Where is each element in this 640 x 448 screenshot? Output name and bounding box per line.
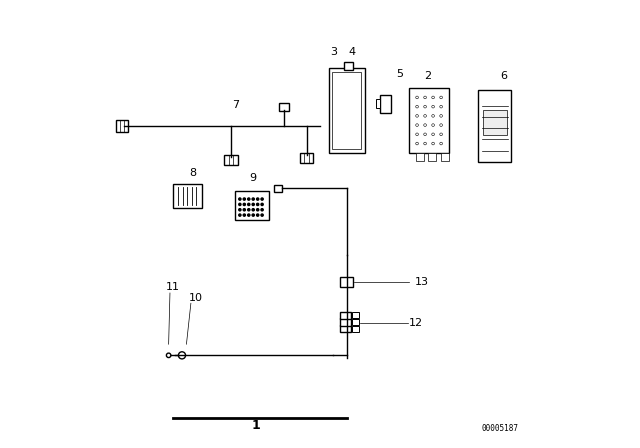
Text: 5: 5: [396, 69, 403, 79]
Bar: [340, 312, 351, 319]
Circle shape: [239, 203, 241, 206]
Text: 8: 8: [189, 168, 196, 178]
Bar: [416, 153, 424, 161]
Circle shape: [257, 209, 259, 211]
Bar: [344, 62, 353, 70]
Bar: [236, 190, 269, 220]
Circle shape: [252, 209, 254, 211]
Circle shape: [243, 209, 245, 211]
Circle shape: [252, 214, 254, 216]
Bar: [376, 99, 380, 108]
Circle shape: [257, 214, 259, 216]
Circle shape: [261, 198, 263, 200]
Circle shape: [257, 203, 259, 206]
Bar: [409, 88, 449, 153]
Bar: [352, 312, 359, 319]
Bar: [329, 68, 365, 153]
Circle shape: [248, 209, 250, 211]
Circle shape: [261, 209, 263, 211]
Text: 4: 4: [349, 47, 356, 57]
Bar: [483, 111, 507, 135]
Circle shape: [243, 214, 245, 216]
Text: 6: 6: [500, 71, 507, 81]
Text: 2: 2: [424, 71, 431, 81]
Text: 9: 9: [250, 173, 257, 183]
Bar: [352, 319, 359, 325]
Bar: [340, 325, 351, 332]
Circle shape: [243, 198, 245, 200]
Text: 1: 1: [251, 419, 260, 432]
Bar: [478, 90, 511, 162]
Circle shape: [261, 203, 263, 206]
Text: 7: 7: [232, 100, 239, 110]
Circle shape: [248, 203, 250, 206]
Circle shape: [243, 203, 245, 206]
Text: 13: 13: [415, 277, 429, 287]
Bar: [332, 72, 361, 149]
Bar: [116, 121, 128, 132]
Circle shape: [257, 198, 259, 200]
Circle shape: [248, 198, 250, 200]
Circle shape: [252, 198, 254, 200]
Bar: [441, 153, 449, 161]
Bar: [380, 95, 391, 113]
Circle shape: [239, 198, 241, 200]
Circle shape: [261, 214, 263, 216]
Text: 11: 11: [166, 282, 180, 292]
Bar: [224, 155, 237, 165]
Text: 12: 12: [409, 319, 423, 328]
Bar: [340, 276, 353, 287]
Bar: [340, 319, 351, 326]
Circle shape: [252, 203, 254, 206]
Circle shape: [239, 209, 241, 211]
Bar: [274, 185, 282, 192]
Bar: [173, 184, 202, 208]
Bar: [352, 326, 359, 332]
Circle shape: [239, 214, 241, 216]
Circle shape: [248, 214, 250, 216]
Text: 3: 3: [330, 47, 337, 57]
Bar: [300, 153, 314, 163]
Bar: [428, 153, 436, 161]
Text: 10: 10: [188, 293, 202, 302]
Bar: [280, 103, 289, 112]
Text: 00005187: 00005187: [481, 424, 518, 433]
